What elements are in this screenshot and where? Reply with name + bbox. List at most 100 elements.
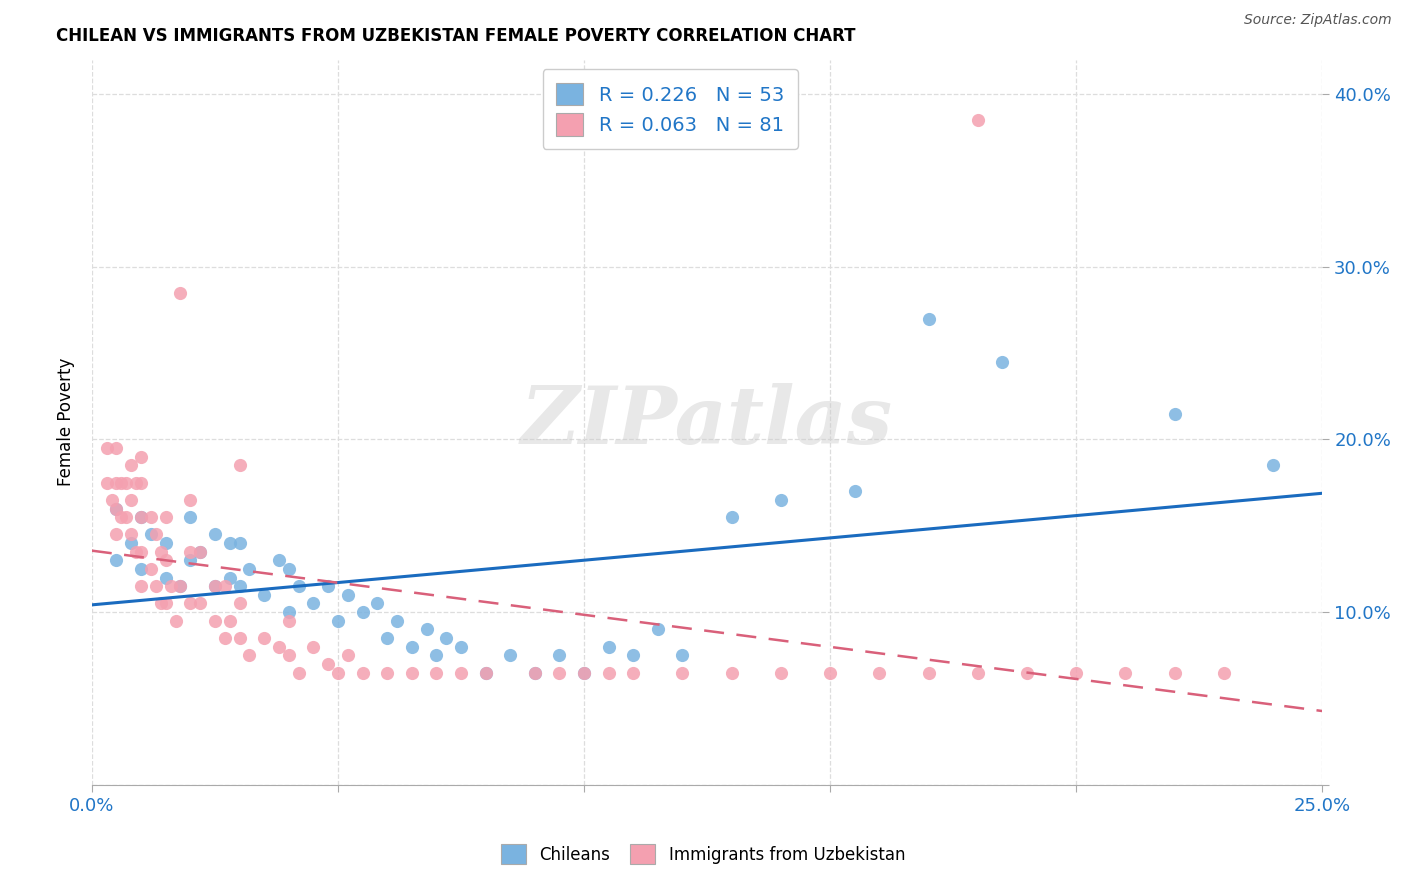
Legend: Chileans, Immigrants from Uzbekistan: Chileans, Immigrants from Uzbekistan bbox=[495, 838, 911, 871]
Point bbox=[818, 665, 841, 680]
Point bbox=[129, 544, 152, 558]
Point bbox=[434, 631, 457, 645]
Point bbox=[120, 492, 142, 507]
Point bbox=[966, 665, 988, 680]
Point bbox=[105, 501, 128, 516]
Point bbox=[267, 553, 290, 567]
Point bbox=[169, 285, 191, 300]
Point bbox=[120, 536, 142, 550]
Point bbox=[769, 492, 792, 507]
Text: CHILEAN VS IMMIGRANTS FROM UZBEKISTAN FEMALE POVERTY CORRELATION CHART: CHILEAN VS IMMIGRANTS FROM UZBEKISTAN FE… bbox=[56, 27, 856, 45]
Point bbox=[139, 510, 162, 524]
Point bbox=[105, 553, 128, 567]
Point bbox=[253, 588, 276, 602]
Point bbox=[671, 648, 693, 663]
Point bbox=[523, 665, 546, 680]
Point bbox=[598, 665, 620, 680]
Point bbox=[129, 510, 152, 524]
Y-axis label: Female Poverty: Female Poverty bbox=[58, 358, 75, 486]
Point bbox=[149, 597, 172, 611]
Point bbox=[326, 665, 349, 680]
Point bbox=[352, 605, 374, 619]
Point bbox=[385, 614, 408, 628]
Point bbox=[647, 623, 669, 637]
Point bbox=[129, 562, 152, 576]
Point bbox=[105, 475, 128, 490]
Point bbox=[671, 665, 693, 680]
Point bbox=[169, 579, 191, 593]
Point bbox=[105, 441, 128, 455]
Point bbox=[115, 510, 138, 524]
Point bbox=[326, 614, 349, 628]
Point bbox=[218, 536, 240, 550]
Point bbox=[120, 458, 142, 473]
Point bbox=[159, 579, 181, 593]
Point bbox=[155, 510, 177, 524]
Point bbox=[917, 665, 939, 680]
Point bbox=[179, 492, 201, 507]
Point bbox=[548, 648, 571, 663]
Point bbox=[868, 665, 890, 680]
Point bbox=[238, 562, 260, 576]
Point bbox=[179, 544, 201, 558]
Point bbox=[302, 597, 325, 611]
Point bbox=[228, 579, 250, 593]
Point bbox=[218, 614, 240, 628]
Point bbox=[375, 665, 398, 680]
Point bbox=[214, 631, 236, 645]
Point bbox=[769, 665, 792, 680]
Point bbox=[188, 544, 211, 558]
Point bbox=[110, 510, 132, 524]
Legend: R = 0.226   N = 53, R = 0.063   N = 81: R = 0.226 N = 53, R = 0.063 N = 81 bbox=[543, 70, 797, 149]
Point bbox=[720, 665, 742, 680]
Point bbox=[598, 640, 620, 654]
Point bbox=[115, 475, 138, 490]
Point bbox=[352, 665, 374, 680]
Point bbox=[375, 631, 398, 645]
Point bbox=[425, 665, 447, 680]
Point bbox=[1261, 458, 1284, 473]
Point bbox=[425, 648, 447, 663]
Point bbox=[917, 311, 939, 326]
Text: Source: ZipAtlas.com: Source: ZipAtlas.com bbox=[1244, 13, 1392, 28]
Point bbox=[548, 665, 571, 680]
Point bbox=[720, 510, 742, 524]
Point bbox=[188, 597, 211, 611]
Point bbox=[572, 665, 595, 680]
Point bbox=[165, 614, 187, 628]
Point bbox=[621, 648, 644, 663]
Point bbox=[105, 527, 128, 541]
Point bbox=[267, 640, 290, 654]
Point bbox=[228, 597, 250, 611]
Point bbox=[105, 501, 128, 516]
Point bbox=[129, 510, 152, 524]
Point bbox=[125, 475, 148, 490]
Point bbox=[228, 536, 250, 550]
Point bbox=[621, 665, 644, 680]
Point bbox=[204, 579, 226, 593]
Point bbox=[499, 648, 522, 663]
Point bbox=[125, 544, 148, 558]
Point bbox=[129, 450, 152, 464]
Point bbox=[155, 536, 177, 550]
Point bbox=[145, 579, 167, 593]
Point bbox=[214, 579, 236, 593]
Point bbox=[336, 648, 359, 663]
Point bbox=[401, 640, 423, 654]
Point bbox=[169, 579, 191, 593]
Point bbox=[100, 492, 122, 507]
Point bbox=[277, 648, 299, 663]
Point bbox=[277, 614, 299, 628]
Point bbox=[155, 570, 177, 584]
Point bbox=[1114, 665, 1136, 680]
Point bbox=[155, 597, 177, 611]
Point bbox=[129, 475, 152, 490]
Point bbox=[149, 544, 172, 558]
Point bbox=[179, 510, 201, 524]
Point bbox=[572, 665, 595, 680]
Point bbox=[96, 475, 118, 490]
Point bbox=[474, 665, 496, 680]
Point bbox=[155, 553, 177, 567]
Point bbox=[523, 665, 546, 680]
Point bbox=[844, 484, 866, 499]
